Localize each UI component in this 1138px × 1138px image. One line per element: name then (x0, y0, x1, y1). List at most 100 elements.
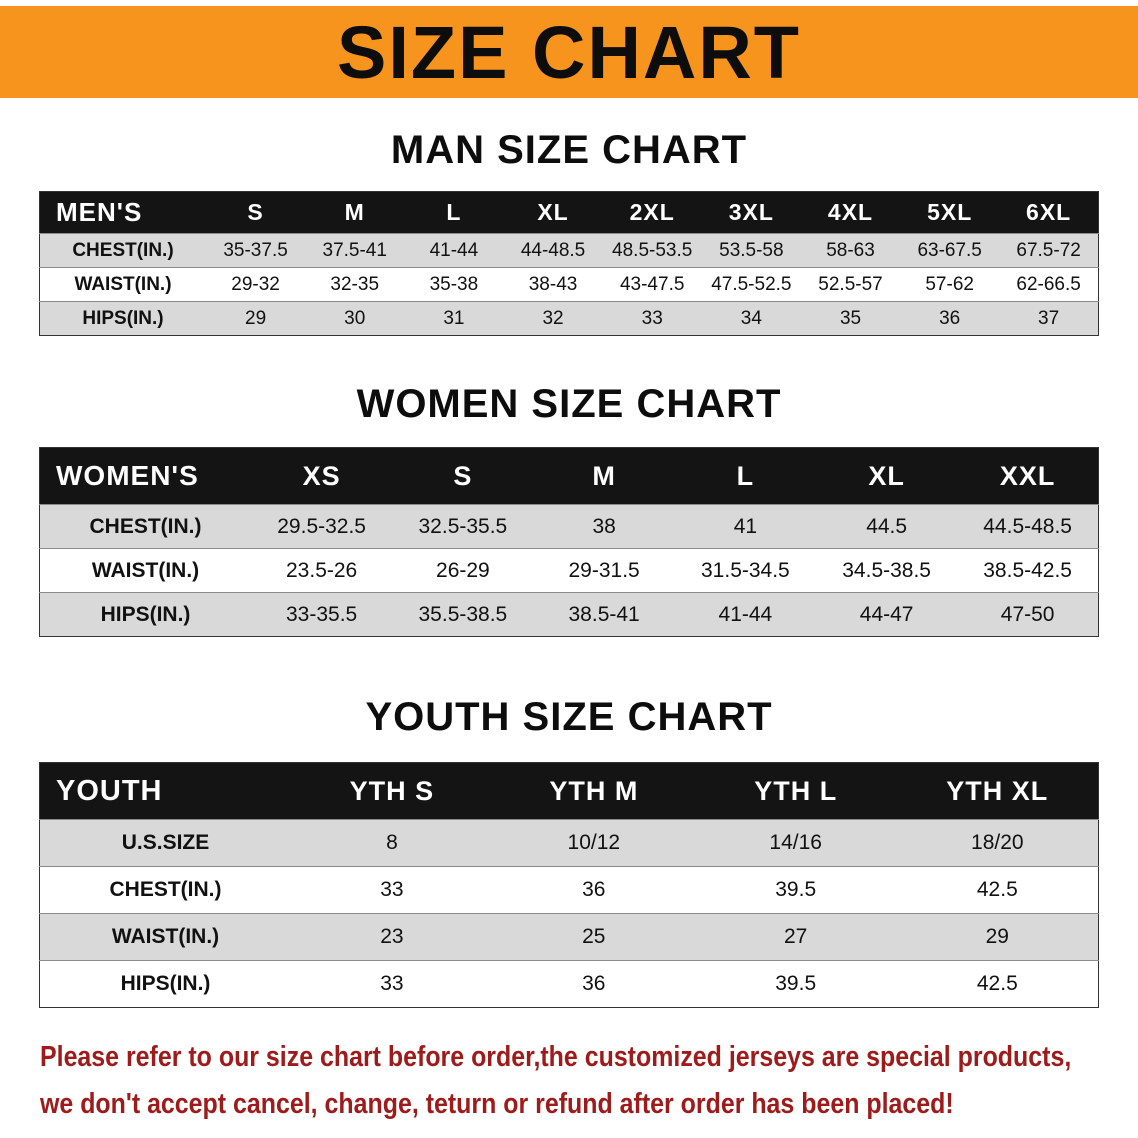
size-header-cell: YTH S (291, 762, 493, 820)
value-cell: 38-43 (528, 273, 578, 295)
size-header-cell: 5XL (900, 191, 1000, 234)
value-cell: 18/20 (971, 831, 1024, 854)
value-cell: 53.5-58 (719, 239, 784, 261)
value-cell: 44-47 (859, 602, 914, 626)
value-cell: 39.5 (775, 878, 817, 901)
row-label-cell: CHEST(IN.) (89, 514, 202, 538)
women-section: WOMEN SIZE CHART WOMEN'S XS S M L XL XXL CHEST(… (0, 382, 1138, 637)
value-cell: 29 (245, 307, 267, 329)
table-title-cell: WOMEN'S (39, 447, 251, 505)
value-cell: 31 (443, 307, 465, 329)
row-label-cell: CHEST(IN.) (72, 239, 174, 261)
table-row: CHEST(IN.) 29.5-32.5 32.5-35.5 38 41 44.5 44.5… (39, 504, 1099, 549)
size-header-cell: YTH M (492, 762, 695, 820)
value-cell: 34.5-38.5 (842, 558, 931, 582)
size-header-cell: M (305, 191, 405, 234)
size-header-cell: XXL (957, 447, 1099, 505)
table-header-row: YOUTH YTH S YTH M YTH L YTH XL (39, 762, 1099, 820)
men-size-table: MEN'S S M L XL 2XL 3XL 4XL 5XL 6XL CHEST(IN.) 35-37… (39, 191, 1099, 336)
value-cell: 27 (784, 925, 808, 948)
table-title-cell: MEN'S (39, 191, 206, 234)
value-cell: 58-63 (826, 239, 875, 261)
value-cell: 33 (641, 307, 663, 329)
value-cell: 29.5-32.5 (277, 514, 366, 538)
value-cell: 29 (985, 925, 1009, 948)
row-label-cell: U.S.SIZE (121, 831, 210, 854)
value-cell: 43-47.5 (619, 273, 685, 295)
size-header-cell: 3XL (701, 191, 801, 234)
row-label-cell: CHEST(IN.) (109, 878, 222, 901)
value-cell: 14/16 (769, 831, 822, 854)
youth-section: YOUTH SIZE CHART YOUTH YTH S YTH M YTH L YTH… (0, 695, 1138, 1008)
women-size-table: WOMEN'S XS S M L XL XXL CHEST(IN.) 29.5-32.5 32.5… (39, 447, 1099, 637)
value-cell: 30 (344, 307, 366, 329)
row-label-cell: WAIST(IN.) (111, 925, 220, 948)
size-header-cell: S (206, 191, 306, 234)
value-cell: 39.5 (775, 972, 817, 995)
value-cell: 33 (380, 878, 404, 901)
value-cell: 63-67.5 (917, 239, 982, 261)
size-header-cell: 2XL (602, 191, 702, 234)
table-header-row: MEN'S S M L XL 2XL 3XL 4XL 5XL 6XL (39, 191, 1099, 234)
row-label-cell: WAIST(IN.) (91, 558, 200, 582)
value-cell: 38.5-41 (568, 602, 640, 626)
size-header-cell: 4XL (800, 191, 901, 234)
value-cell: 42.5 (976, 972, 1018, 995)
value-cell: 32 (542, 307, 564, 329)
footer-line-1: Please refer to our size chart before or… (40, 1041, 1072, 1073)
value-cell: 33-35.5 (286, 602, 358, 626)
value-cell: 41-44 (718, 602, 773, 626)
row-label-cell: HIPS(IN.) (120, 972, 211, 995)
value-cell: 38 (592, 514, 616, 538)
value-cell: 36 (582, 878, 606, 901)
size-header-cell: XL (816, 447, 958, 505)
banner-title: SIZE CHART (337, 10, 801, 94)
youth-size-table: YOUTH YTH S YTH M YTH L YTH XL U.S.SIZE 8 10/12… (39, 762, 1099, 1008)
footer-note: Please refer to our size chart before or… (40, 1034, 1138, 1128)
value-cell: 41 (733, 514, 758, 538)
table-row: HIPS(IN.) 29 30 31 32 33 34 35 36 37 (39, 301, 1099, 336)
size-header-cell: 6XL (999, 191, 1099, 234)
size-header-cell: S (392, 447, 534, 505)
value-cell: 41-44 (429, 239, 479, 261)
value-cell: 44.5-48.5 (983, 514, 1072, 538)
value-cell: 29-31.5 (568, 558, 640, 582)
row-label-cell: HIPS(IN.) (82, 307, 164, 329)
value-cell: 42.5 (976, 878, 1018, 901)
size-header-cell: XS (251, 447, 393, 505)
value-cell: 32.5-35.5 (418, 514, 508, 538)
table-row: WAIST(IN.) 23 25 27 29 (39, 913, 1099, 961)
row-label-cell: WAIST(IN.) (74, 273, 172, 295)
value-cell: 29-32 (231, 273, 280, 295)
value-cell: 36 (582, 972, 606, 995)
footer-line-2: we don't accept cancel, change, teturn o… (40, 1088, 954, 1120)
value-cell: 10/12 (567, 831, 621, 854)
value-cell: 57-62 (925, 273, 974, 295)
value-cell: 35.5-38.5 (418, 602, 508, 626)
value-cell: 23.5-26 (286, 558, 358, 582)
size-chart-banner: SIZE CHART (0, 6, 1138, 98)
value-cell: 44.5 (866, 514, 908, 538)
value-cell: 52.5-57 (818, 273, 883, 295)
table-row: CHEST(IN.) 33 36 39.5 42.5 (39, 866, 1099, 914)
value-cell: 23 (380, 925, 404, 948)
table-row: WAIST(IN.) 23.5-26 26-29 29-31.5 31.5-34.5 34… (39, 548, 1099, 593)
value-cell: 44-48.5 (520, 239, 586, 261)
table-row: U.S.SIZE 8 10/12 14/16 18/20 (39, 819, 1099, 867)
value-cell: 67.5-72 (1016, 239, 1081, 261)
size-header-cell: L (404, 191, 504, 234)
value-cell: 47.5-52.5 (711, 273, 792, 295)
youth-section-heading: YOUTH SIZE CHART (365, 695, 773, 739)
value-cell: 8 (386, 831, 398, 854)
table-row: HIPS(IN.) 33 36 39.5 42.5 (39, 960, 1099, 1008)
value-cell: 48.5-53.5 (612, 239, 693, 261)
value-cell: 62-66.5 (1016, 273, 1081, 295)
value-cell: 35-38 (429, 273, 479, 295)
value-cell: 31.5-34.5 (701, 558, 790, 582)
women-section-heading: WOMEN SIZE CHART (356, 382, 782, 426)
value-cell: 37.5-41 (322, 239, 387, 261)
table-header-row: WOMEN'S XS S M L XL XXL (39, 447, 1099, 505)
row-label-cell: HIPS(IN.) (100, 602, 191, 626)
table-title-cell: YOUTH (39, 762, 291, 820)
size-header-cell: YTH XL (896, 762, 1099, 820)
